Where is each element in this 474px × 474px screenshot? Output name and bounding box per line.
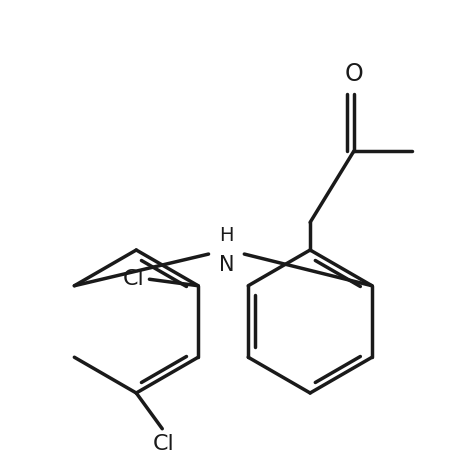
Text: Cl: Cl [123,269,145,289]
Text: N: N [219,255,234,275]
Text: Cl: Cl [153,434,175,454]
Text: H: H [219,226,234,245]
Text: O: O [345,62,364,86]
